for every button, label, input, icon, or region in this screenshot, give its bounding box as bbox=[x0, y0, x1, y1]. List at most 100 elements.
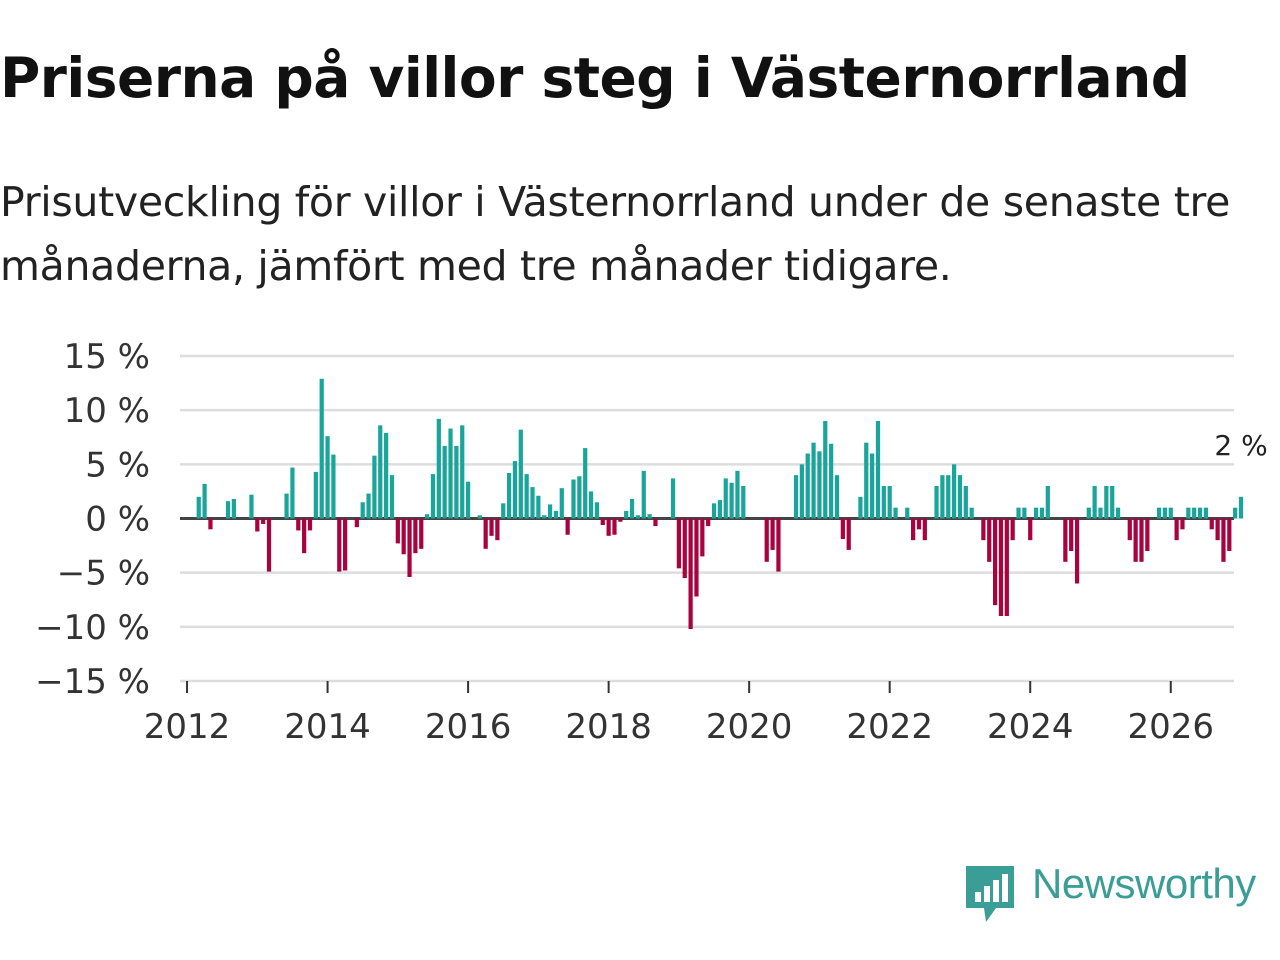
bar bbox=[905, 507, 910, 519]
x-tick-label: 2016 bbox=[425, 707, 512, 747]
bar bbox=[805, 453, 810, 519]
y-tick-label: 0 % bbox=[85, 500, 150, 540]
bar bbox=[501, 503, 506, 519]
bar bbox=[425, 514, 430, 519]
bar bbox=[1092, 486, 1097, 519]
bar bbox=[887, 486, 892, 519]
bar bbox=[1063, 518, 1068, 562]
bar bbox=[460, 425, 465, 519]
bar bbox=[384, 432, 389, 519]
chart-subtitle: Prisutveckling för villor i Västernorrla… bbox=[0, 178, 1231, 290]
bar bbox=[583, 448, 588, 519]
bar bbox=[413, 518, 418, 554]
x-tick-label: 2022 bbox=[846, 707, 933, 747]
bar bbox=[934, 486, 939, 519]
bar bbox=[225, 501, 231, 519]
bar bbox=[360, 502, 365, 519]
bar bbox=[875, 421, 881, 519]
bar bbox=[764, 518, 769, 562]
bar bbox=[454, 445, 459, 519]
bar bbox=[893, 507, 898, 519]
bar bbox=[1156, 507, 1162, 519]
bar bbox=[208, 518, 213, 530]
bar bbox=[337, 518, 342, 572]
bar bbox=[840, 518, 845, 540]
bar bbox=[553, 510, 559, 519]
bar bbox=[249, 494, 254, 519]
y-axis: 15 % 10 % 5 % 0 % −5 % −10 % −15 % bbox=[35, 337, 150, 702]
bar bbox=[343, 518, 348, 571]
bars bbox=[196, 378, 1244, 629]
bar bbox=[946, 475, 951, 519]
bar bbox=[1028, 518, 1033, 541]
bar bbox=[389, 475, 395, 519]
bar bbox=[694, 518, 699, 597]
bar bbox=[1069, 518, 1074, 551]
bar bbox=[1162, 507, 1168, 519]
bar bbox=[202, 483, 207, 519]
bar bbox=[430, 474, 436, 519]
bar bbox=[565, 518, 570, 535]
bar bbox=[916, 518, 922, 530]
bar bbox=[922, 518, 927, 541]
bar bbox=[530, 487, 535, 519]
bar bbox=[594, 502, 600, 519]
bar bbox=[1127, 518, 1132, 541]
bar bbox=[588, 491, 594, 519]
bar bbox=[957, 475, 963, 519]
bar bbox=[1098, 507, 1103, 519]
bar bbox=[1004, 518, 1009, 616]
bar bbox=[963, 486, 968, 519]
bar bbox=[571, 479, 576, 519]
bar bbox=[1233, 507, 1238, 519]
bar bbox=[442, 445, 447, 519]
bar bbox=[629, 499, 635, 519]
bar bbox=[378, 425, 383, 519]
bar bbox=[1022, 507, 1027, 519]
bar bbox=[290, 467, 295, 519]
bar bbox=[512, 461, 518, 519]
bar bbox=[255, 518, 260, 532]
bar bbox=[992, 518, 998, 606]
bar bbox=[1139, 518, 1144, 562]
bar bbox=[559, 488, 564, 519]
bar bbox=[436, 418, 441, 519]
bar bbox=[1174, 518, 1179, 541]
bar bbox=[1186, 507, 1191, 519]
bar bbox=[811, 442, 816, 519]
bar bbox=[940, 475, 945, 519]
bar bbox=[1039, 507, 1045, 519]
bar bbox=[870, 453, 875, 519]
bar bbox=[313, 471, 318, 519]
bar bbox=[653, 518, 658, 527]
bar bbox=[395, 518, 400, 544]
bar bbox=[1074, 518, 1080, 584]
last-value-label: 2 % bbox=[1214, 429, 1267, 462]
bar bbox=[407, 518, 412, 577]
bar bbox=[1238, 496, 1244, 519]
bar bbox=[1215, 518, 1220, 541]
annotations: 2 % bbox=[1214, 429, 1267, 462]
bar bbox=[670, 478, 676, 519]
bar bbox=[401, 518, 406, 555]
bar bbox=[641, 470, 646, 519]
bar bbox=[1110, 486, 1115, 519]
bar bbox=[495, 518, 500, 541]
bar bbox=[1168, 507, 1173, 519]
bar bbox=[829, 443, 834, 519]
x-tick-label: 2012 bbox=[144, 707, 231, 747]
bar bbox=[366, 493, 371, 519]
bar bbox=[858, 496, 863, 519]
bar bbox=[834, 475, 840, 519]
bar bbox=[647, 514, 652, 519]
y-tick-label: −15 % bbox=[35, 662, 150, 702]
bar bbox=[524, 474, 529, 519]
bar bbox=[1086, 507, 1091, 519]
bar bbox=[793, 475, 799, 519]
bar bbox=[1133, 518, 1138, 562]
bar bbox=[1045, 486, 1050, 519]
bar bbox=[547, 504, 553, 519]
newsworthy-logo-icon bbox=[966, 866, 1014, 922]
bar bbox=[1033, 507, 1039, 519]
bar bbox=[823, 421, 828, 519]
